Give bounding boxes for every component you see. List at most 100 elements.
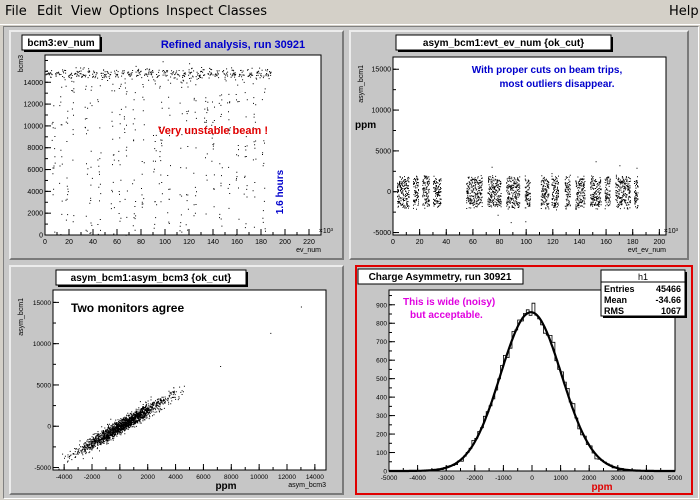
y-tick-label: 8000	[27, 145, 43, 152]
y-tick-label: -5000	[373, 230, 391, 237]
pad-bcm1-vs-bcm3[interactable]: -4000 -2000 0 2000 4000 6000 8000 10000 12000 140…	[9, 265, 344, 495]
y-tick-label: 15000	[372, 67, 392, 74]
y-tick-label: 6000	[27, 167, 43, 174]
x-tick-label: 14000	[306, 474, 324, 481]
x-tick-label: 8000	[224, 474, 239, 481]
menu-help[interactable]: Help	[669, 4, 699, 19]
x-tick-label: 4000	[639, 475, 654, 482]
pad-charge-asymmetry[interactable]: -5000 -4000 -3000 -2000 -1000 0 1000 2000 3000 40…	[355, 265, 693, 495]
x-tick-label: -2000	[84, 474, 101, 481]
pad-bcm3-vs-evnum[interactable]: 0 20 40 60 80 100 120 140 160 180 200 220 0 2000 4000 6…	[9, 30, 344, 260]
x-tick-label: 120	[547, 239, 559, 246]
title-box	[357, 268, 524, 285]
x-tick-label: 5000	[668, 475, 683, 482]
stats-value: -34.66	[655, 295, 681, 305]
x-tick-label: -1000	[495, 475, 512, 482]
x-tick-label: 160	[231, 239, 243, 246]
y-tick-label: 100	[376, 450, 387, 457]
title-box	[395, 34, 612, 51]
x-tick-label: 1000	[553, 475, 568, 482]
chart-title: bcm3:ev_num	[27, 38, 94, 49]
x-tick-label: 3000	[611, 475, 626, 482]
menu-file[interactable]: File	[5, 4, 27, 19]
stats-label: RMS	[604, 306, 624, 316]
annotation-line-1: This is wide (noisy)	[403, 297, 495, 308]
y-tick-label: 500	[376, 376, 387, 383]
y-tick-label: 12000	[24, 102, 44, 109]
y-tick-label: 0	[387, 189, 391, 196]
data-points	[58, 306, 302, 470]
x-tick-label: 20	[65, 239, 73, 246]
x-tick-label: 80	[137, 239, 145, 246]
y-axis-label: asym_bcm1	[358, 65, 365, 103]
x-tick-label: 180	[627, 239, 639, 246]
x-exponent: ×10³	[319, 228, 334, 235]
stats-name: h1	[638, 272, 648, 282]
y-tick-label: 700	[376, 339, 387, 346]
y-tick-label: 10000	[24, 123, 44, 130]
x-tick-label: 2000	[140, 474, 155, 481]
pad-asym-vs-evnum[interactable]: 0 20 40 60 80 100 120 140 160 180 200 -5000 0 5000 100…	[349, 30, 689, 260]
y-axis-unit: ppm	[355, 120, 376, 131]
chart-title: asym_bcm1:asym_bcm3 {ok_cut}	[71, 273, 232, 284]
stats-box	[600, 269, 686, 317]
x-tick-label: -2000	[466, 475, 483, 482]
x-tick-label: 40	[89, 239, 97, 246]
stats-value: 45466	[656, 284, 681, 294]
x-tick-label: 100	[159, 239, 171, 246]
annotation-unstable: Very unstable beam !	[158, 125, 268, 137]
x-tick-label: 0	[391, 239, 395, 246]
x-tick-label: 12000	[278, 474, 296, 481]
annotation-line-2: but acceptable.	[410, 310, 483, 321]
annotation-agree: Two monitors agree	[71, 301, 184, 315]
menu-bar: File Edit View Options Inspect Classes H…	[0, 0, 700, 25]
chart-bcm1-vs-bcm3: -4000 -2000 0 2000 4000 6000 8000 10000 12000 140…	[18, 269, 327, 492]
x-tick-label: 6000	[196, 474, 211, 481]
x-axis-unit: ppm	[215, 481, 236, 492]
x-axis-label: ppm	[591, 482, 612, 493]
y-tick-label: 800	[376, 321, 387, 328]
y-tick-label: -5000	[34, 465, 51, 472]
chart-title: asym_bcm1:evt_ev_num {ok_cut}	[423, 38, 584, 49]
y-tick-label: 14000	[24, 80, 44, 87]
stats-label: Entries	[604, 284, 635, 294]
x-tick-label: -5000	[381, 475, 398, 482]
x-tick-label: 200	[279, 239, 291, 246]
canvas-area[interactable]: 0 20 40 60 80 100 120 140 160 180 200 220 0 2000 4000 6…	[3, 26, 699, 499]
x-tick-label: 80	[496, 239, 504, 246]
menu-inspect[interactable]: Inspect	[166, 4, 214, 19]
x-tick-label: 160	[600, 239, 612, 246]
x-tick-label: -4000	[56, 474, 73, 481]
x-tick-label: 10000	[250, 474, 268, 481]
y-tick-label: 4000	[27, 189, 43, 196]
x-tick-label: 4000	[168, 474, 183, 481]
x-tick-label: 180	[255, 239, 267, 246]
menu-options[interactable]: Options	[109, 4, 160, 19]
x-tick-label: 220	[303, 239, 315, 246]
x-exponent: ×10³	[664, 228, 679, 235]
y-tick-label: 600	[376, 358, 387, 365]
chart-title: Charge Asymmetry, run 30921	[369, 272, 512, 283]
menu-view[interactable]: View	[71, 4, 102, 19]
annotation-duration: 1.6 hours	[275, 169, 286, 214]
x-tick-label: 140	[207, 239, 219, 246]
x-tick-label: 200	[653, 239, 665, 246]
y-axis-label: asym_bcm1	[18, 298, 25, 336]
x-tick-label: 60	[113, 239, 121, 246]
y-tick-label: 300	[376, 413, 387, 420]
x-tick-label: -3000	[438, 475, 455, 482]
plot-frame	[52, 289, 327, 471]
stats-label: Mean	[604, 295, 627, 305]
x-tick-label: 60	[469, 239, 477, 246]
y-tick-label: 200	[376, 432, 387, 439]
y-axis-label: bcm3	[18, 55, 25, 72]
y-tick-label: 400	[376, 395, 387, 402]
y-tick-label: 10000	[372, 108, 392, 115]
x-tick-label: 120	[183, 239, 195, 246]
x-tick-label: 20	[416, 239, 424, 246]
menu-edit[interactable]: Edit	[37, 4, 63, 19]
y-tick-label: 5000	[375, 148, 391, 155]
chart-charge-asymmetry: -5000 -4000 -3000 -2000 -1000 0 1000 2000 3000 40…	[357, 268, 687, 493]
menu-classes[interactable]: Classes	[218, 4, 267, 19]
x-tick-label: 0	[530, 475, 534, 482]
